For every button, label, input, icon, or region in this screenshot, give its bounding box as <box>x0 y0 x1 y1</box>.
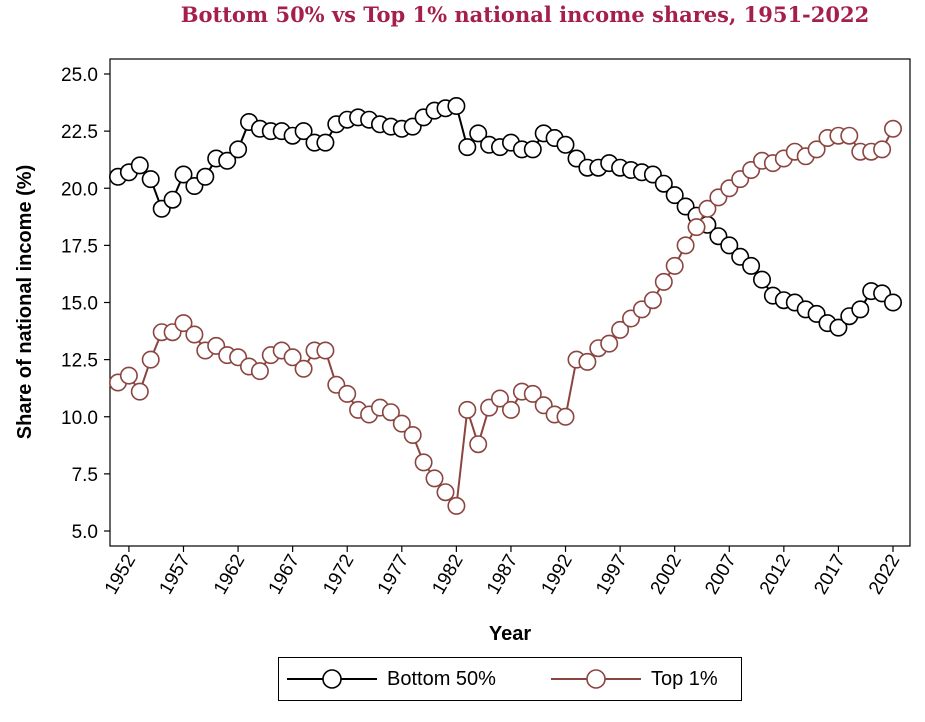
x-tick-label: 1982 <box>428 551 467 598</box>
data-point <box>141 170 160 189</box>
data-point <box>392 414 411 433</box>
data-point <box>185 325 204 344</box>
data-point <box>851 300 870 319</box>
data-point <box>873 140 892 159</box>
legend: Bottom 50% Top 1% <box>278 657 742 701</box>
data-point <box>403 425 422 444</box>
x-tick-label: 2002 <box>647 551 686 598</box>
data-point <box>501 400 520 419</box>
data-point <box>163 190 182 209</box>
legend-swatch-bottom-50 <box>287 669 377 689</box>
y-tick-label: 10.0 <box>61 408 98 429</box>
y-tick-label: 12.5 <box>61 351 98 372</box>
y-tick-label: 22.5 <box>61 122 98 143</box>
legend-label-bottom-50: Bottom 50% <box>387 667 496 690</box>
data-point <box>469 124 488 143</box>
x-tick-label: 1977 <box>374 551 413 598</box>
data-point <box>130 156 149 175</box>
data-point <box>840 126 859 145</box>
data-point <box>174 314 193 333</box>
data-point <box>676 236 695 255</box>
x-tick-label: 1992 <box>538 551 577 598</box>
y-tick-label: 17.5 <box>61 236 98 257</box>
x-tick-label: 1997 <box>592 551 631 598</box>
data-point <box>130 382 149 401</box>
data-point <box>556 407 575 426</box>
data-point <box>447 97 466 116</box>
series-bottom-50 <box>109 97 902 337</box>
data-point <box>119 366 138 385</box>
data-point <box>229 140 248 159</box>
data-point <box>447 496 466 515</box>
y-tick-label: 25.0 <box>61 65 98 86</box>
y-tick-label: 20.0 <box>61 179 98 200</box>
data-point <box>414 453 433 472</box>
data-point <box>436 483 455 502</box>
data-point <box>425 469 444 488</box>
legend-item-top-1: Top 1% <box>551 658 718 700</box>
data-point <box>665 256 684 275</box>
x-axis: 1952 1957 1962 1967 1972 1977 1982 1987 1992 1997… <box>101 546 904 598</box>
x-tick-label: 1962 <box>210 551 249 598</box>
data-point <box>196 167 215 186</box>
data-point <box>578 352 597 371</box>
series-layer <box>109 97 902 515</box>
series-top-1 <box>109 119 902 515</box>
data-point <box>687 218 706 237</box>
y-tick-label: 7.5 <box>72 465 98 486</box>
y-tick-label: 5.0 <box>72 522 98 543</box>
x-axis-title: Year <box>489 623 531 645</box>
x-tick-label: 2017 <box>810 551 849 598</box>
data-point <box>829 318 848 337</box>
x-tick-label: 1967 <box>265 551 304 598</box>
chart-title: Bottom 50% vs Top 1% national income sha… <box>180 2 870 27</box>
data-point <box>752 270 771 289</box>
data-point <box>611 320 630 339</box>
y-axis-title: Share of national income (%) <box>14 165 36 439</box>
data-point <box>643 291 662 310</box>
data-point <box>654 272 673 291</box>
x-tick-label: 1972 <box>319 551 358 598</box>
data-point <box>720 236 739 255</box>
data-point <box>381 403 400 422</box>
legend-label-top-1: Top 1% <box>651 667 718 690</box>
data-point <box>469 435 488 454</box>
data-point <box>316 341 335 360</box>
y-tick-label: 15.0 <box>61 294 98 315</box>
data-point <box>218 151 237 170</box>
x-tick-label: 1987 <box>483 551 522 598</box>
data-point <box>523 140 542 159</box>
data-point <box>283 348 302 367</box>
data-point <box>250 362 269 381</box>
x-tick-label: 2012 <box>756 551 795 598</box>
legend-item-bottom-50: Bottom 50% <box>287 658 496 700</box>
y-axis: 5.0 7.5 10.0 12.5 15.0 17.5 20.0 22.5 25.0 <box>61 65 110 543</box>
data-point <box>742 256 761 275</box>
data-point <box>883 293 902 312</box>
x-tick-label: 2007 <box>701 551 740 598</box>
data-point <box>698 199 717 218</box>
data-point <box>338 384 357 403</box>
data-point <box>807 140 826 159</box>
data-point <box>600 334 619 353</box>
x-tick-label: 1957 <box>155 551 194 598</box>
data-point <box>458 138 477 157</box>
data-point <box>654 174 673 193</box>
x-tick-label: 1952 <box>101 551 140 598</box>
data-point <box>883 119 902 138</box>
data-point <box>665 186 684 205</box>
x-tick-label: 2022 <box>865 551 904 598</box>
data-point <box>141 350 160 369</box>
legend-swatch-top-1 <box>551 669 641 689</box>
data-point <box>294 122 313 141</box>
data-point <box>458 400 477 419</box>
data-point <box>174 165 193 184</box>
data-point <box>490 389 509 408</box>
data-point <box>556 135 575 154</box>
data-point <box>523 384 542 403</box>
data-point <box>316 133 335 152</box>
data-point <box>294 359 313 378</box>
